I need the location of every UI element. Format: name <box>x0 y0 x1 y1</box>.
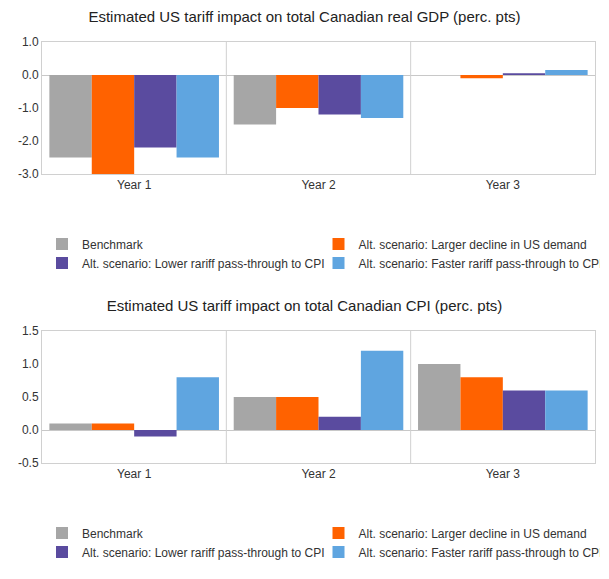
svg-text:-2.0: -2.0 <box>18 134 39 148</box>
svg-text:Benchmark: Benchmark <box>82 238 144 252</box>
svg-text:Alt. scenario: Larger decline: Alt. scenario: Larger decline in US dema… <box>359 527 587 541</box>
svg-text:-1.0: -1.0 <box>18 101 39 115</box>
svg-text:Benchmark: Benchmark <box>82 527 144 541</box>
svg-text:Year 1: Year 1 <box>117 467 152 481</box>
svg-text:Alt. scenario: Lower rariff pa: Alt. scenario: Lower rariff pass-through… <box>82 546 325 560</box>
svg-text:Alt. scenario: Faster rariff p: Alt. scenario: Faster rariff pass-throug… <box>359 546 601 560</box>
svg-text:Estimated US tariff impact on: Estimated US tariff impact on total Cana… <box>107 297 503 314</box>
svg-text:Alt. scenario: Faster rariff p: Alt. scenario: Faster rariff pass-throug… <box>359 257 601 271</box>
svg-text:0.5: 0.5 <box>22 390 39 404</box>
svg-text:0.0: 0.0 <box>22 423 39 437</box>
svg-text:-3.0: -3.0 <box>18 167 39 181</box>
svg-text:1.0: 1.0 <box>22 357 39 371</box>
svg-text:Year 2: Year 2 <box>301 178 336 192</box>
svg-text:Year 2: Year 2 <box>301 467 336 481</box>
svg-text:Year 3: Year 3 <box>486 467 521 481</box>
svg-text:Year 1: Year 1 <box>117 178 152 192</box>
svg-text:Year 3: Year 3 <box>486 178 521 192</box>
svg-text:Estimated US tariff impact on: Estimated US tariff impact on total Cana… <box>88 8 520 25</box>
svg-text:Alt. scenario: Larger decline: Alt. scenario: Larger decline in US dema… <box>359 238 587 252</box>
svg-text:0.0: 0.0 <box>22 68 39 82</box>
svg-text:-0.5: -0.5 <box>18 456 39 470</box>
svg-text:1.0: 1.0 <box>22 35 39 49</box>
svg-text:1.5: 1.5 <box>22 324 39 338</box>
svg-text:Alt. scenario: Lower rariff pa: Alt. scenario: Lower rariff pass-through… <box>82 257 325 271</box>
